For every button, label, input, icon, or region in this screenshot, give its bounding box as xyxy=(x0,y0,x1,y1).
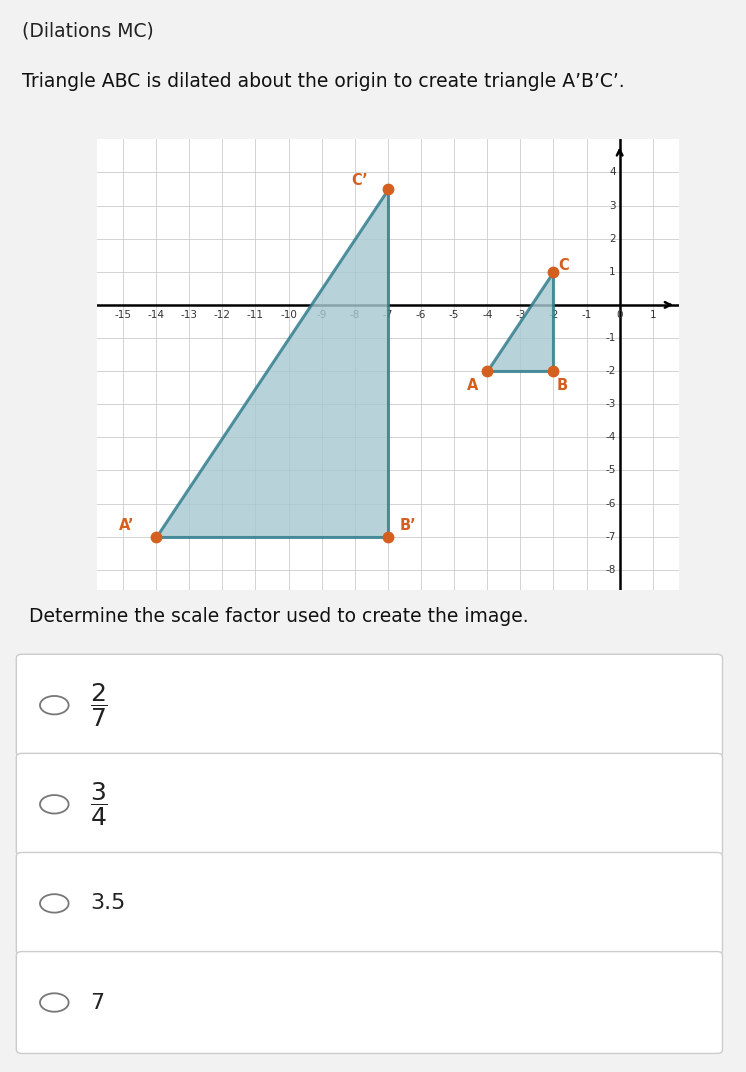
Text: -11: -11 xyxy=(247,310,264,319)
Polygon shape xyxy=(156,189,388,537)
Circle shape xyxy=(40,894,69,912)
Text: -5: -5 xyxy=(605,465,615,475)
Circle shape xyxy=(40,696,69,714)
Text: -7: -7 xyxy=(605,532,615,541)
Text: -12: -12 xyxy=(214,310,231,319)
Text: -6: -6 xyxy=(605,498,615,508)
Polygon shape xyxy=(487,272,554,371)
Text: 7: 7 xyxy=(90,993,104,1013)
Circle shape xyxy=(40,994,69,1012)
Text: $\dfrac{2}{7}$: $\dfrac{2}{7}$ xyxy=(90,682,108,729)
Text: A: A xyxy=(467,378,478,393)
Text: Determine the scale factor used to create the image.: Determine the scale factor used to creat… xyxy=(29,607,529,626)
FancyBboxPatch shape xyxy=(16,852,722,954)
Text: -8: -8 xyxy=(350,310,360,319)
Text: C’: C’ xyxy=(351,174,369,189)
Text: 1: 1 xyxy=(609,267,615,277)
Text: 3: 3 xyxy=(609,200,615,210)
Text: -9: -9 xyxy=(316,310,327,319)
Text: 0: 0 xyxy=(616,310,623,319)
Circle shape xyxy=(40,795,69,814)
Text: -3: -3 xyxy=(605,399,615,410)
Text: C: C xyxy=(558,258,568,273)
Text: 2: 2 xyxy=(609,234,615,243)
Text: (Dilations MC): (Dilations MC) xyxy=(22,21,154,40)
FancyBboxPatch shape xyxy=(16,754,722,855)
Text: 3.5: 3.5 xyxy=(90,893,125,913)
FancyBboxPatch shape xyxy=(16,952,722,1054)
Text: B: B xyxy=(557,378,567,393)
Text: -5: -5 xyxy=(449,310,460,319)
Text: -2: -2 xyxy=(605,367,615,376)
Text: -3: -3 xyxy=(515,310,525,319)
Text: B’: B’ xyxy=(399,518,416,533)
Text: -4: -4 xyxy=(482,310,492,319)
Text: 4: 4 xyxy=(609,167,615,178)
Text: $\dfrac{3}{4}$: $\dfrac{3}{4}$ xyxy=(90,780,108,829)
Text: -1: -1 xyxy=(581,310,592,319)
Text: Triangle ABC is dilated about the origin to create triangle A’B’C’.: Triangle ABC is dilated about the origin… xyxy=(22,73,624,91)
Text: -1: -1 xyxy=(605,333,615,343)
Text: -6: -6 xyxy=(416,310,426,319)
Text: 1: 1 xyxy=(650,310,656,319)
Text: -13: -13 xyxy=(181,310,198,319)
Text: -10: -10 xyxy=(280,310,297,319)
Text: -14: -14 xyxy=(148,310,165,319)
Text: -2: -2 xyxy=(548,310,559,319)
Text: -8: -8 xyxy=(605,565,615,575)
Text: A’: A’ xyxy=(119,518,134,533)
FancyBboxPatch shape xyxy=(16,654,722,756)
Text: -15: -15 xyxy=(115,310,131,319)
Text: -4: -4 xyxy=(605,432,615,443)
Text: -7: -7 xyxy=(383,310,393,319)
